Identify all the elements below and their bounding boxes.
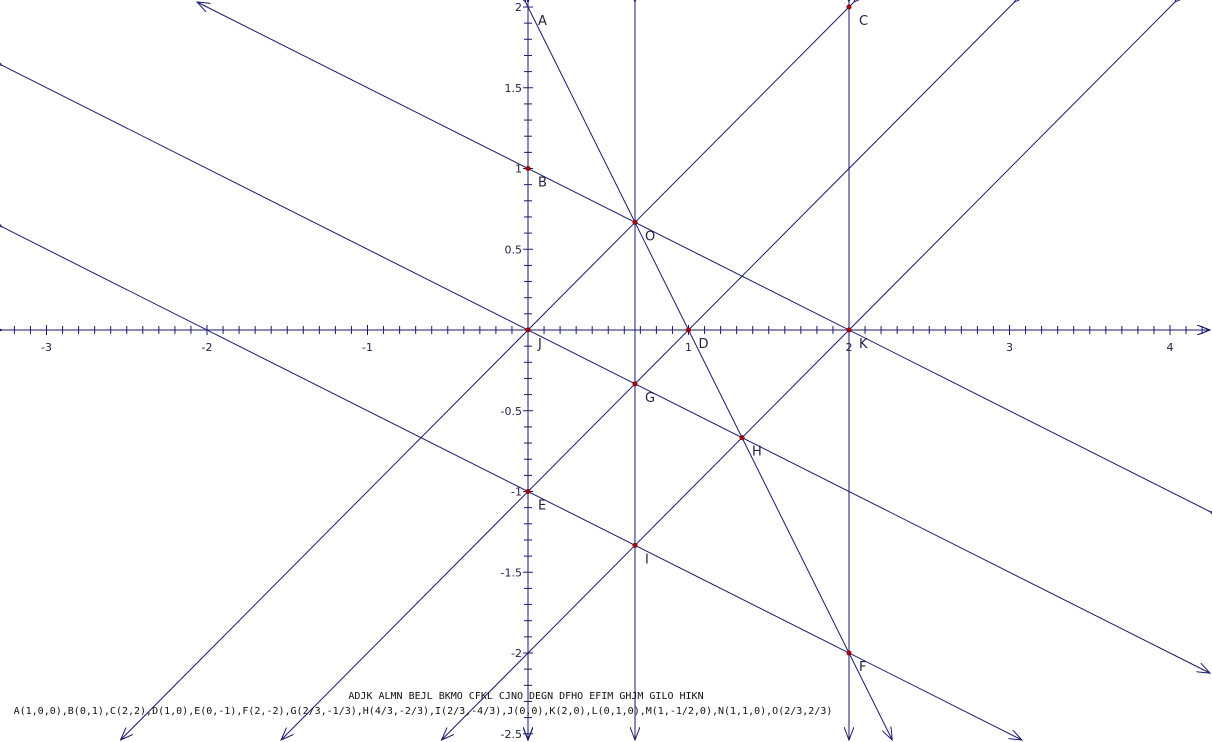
line-names-caption: ADJK ALMN BEJL BKMO CFKL CJNO DEGN DFHO … xyxy=(348,691,704,702)
line-efim xyxy=(2,227,1022,740)
x-tick-label: 3 xyxy=(1006,341,1013,354)
x-tick-label: 4 xyxy=(1167,341,1174,354)
labeled-points: A B C D E F G H I J K O xyxy=(525,4,868,675)
x-tick-label: -2 xyxy=(202,341,213,354)
point-o-marker xyxy=(632,219,638,225)
y-tick-label: -1.5 xyxy=(501,566,522,579)
line-degn xyxy=(281,2,1014,740)
point-label-e: E xyxy=(538,499,546,514)
point-d-marker xyxy=(685,327,691,333)
point-e-marker xyxy=(525,488,531,494)
x-tick-label: 2 xyxy=(846,341,853,354)
line-bkmo xyxy=(197,2,1210,512)
x-tick-label: -1 xyxy=(362,341,373,354)
point-k-marker xyxy=(846,327,852,333)
y-tick-label: -2.5 xyxy=(501,728,522,741)
y-tick-label: -1 xyxy=(511,486,522,499)
point-c-marker xyxy=(846,4,852,10)
point-label-i: I xyxy=(645,552,649,567)
point-label-k: K xyxy=(859,337,868,352)
x-tick-label: 1 xyxy=(685,341,692,354)
y-tick-label: 0.5 xyxy=(505,243,523,256)
point-label-d: D xyxy=(699,337,709,352)
line-ghjm xyxy=(2,65,1210,673)
point-label-a: A xyxy=(538,14,547,29)
y-tick-label: 1.5 xyxy=(505,82,523,95)
line-dfho xyxy=(526,2,893,740)
line-hikn xyxy=(442,2,1175,740)
point-i-marker xyxy=(632,542,638,548)
point-h-marker xyxy=(739,435,745,441)
y-tick-label: -2 xyxy=(511,647,522,660)
line-cjno xyxy=(121,2,854,740)
point-coordinates-caption: A(1,0,0),B(0,1),C(2,2),D(1,0),E(0,-1),F(… xyxy=(13,706,833,717)
point-j-marker xyxy=(525,327,531,333)
point-f-marker xyxy=(846,650,852,656)
y-tick-label: -0.5 xyxy=(501,405,522,418)
x-tick-label: -3 xyxy=(41,341,52,354)
point-b-marker xyxy=(525,166,531,172)
point-label-f: F xyxy=(859,660,866,675)
point-label-o: O xyxy=(645,229,655,244)
point-label-j: J xyxy=(537,337,542,352)
point-g-marker xyxy=(632,381,638,387)
point-label-g: G xyxy=(645,391,655,406)
point-label-c: C xyxy=(859,14,868,29)
point-label-h: H xyxy=(752,445,762,460)
point-label-b: B xyxy=(538,176,547,191)
y-tick-label: 2 xyxy=(515,1,522,14)
y-tick-label: 1 xyxy=(515,163,522,176)
